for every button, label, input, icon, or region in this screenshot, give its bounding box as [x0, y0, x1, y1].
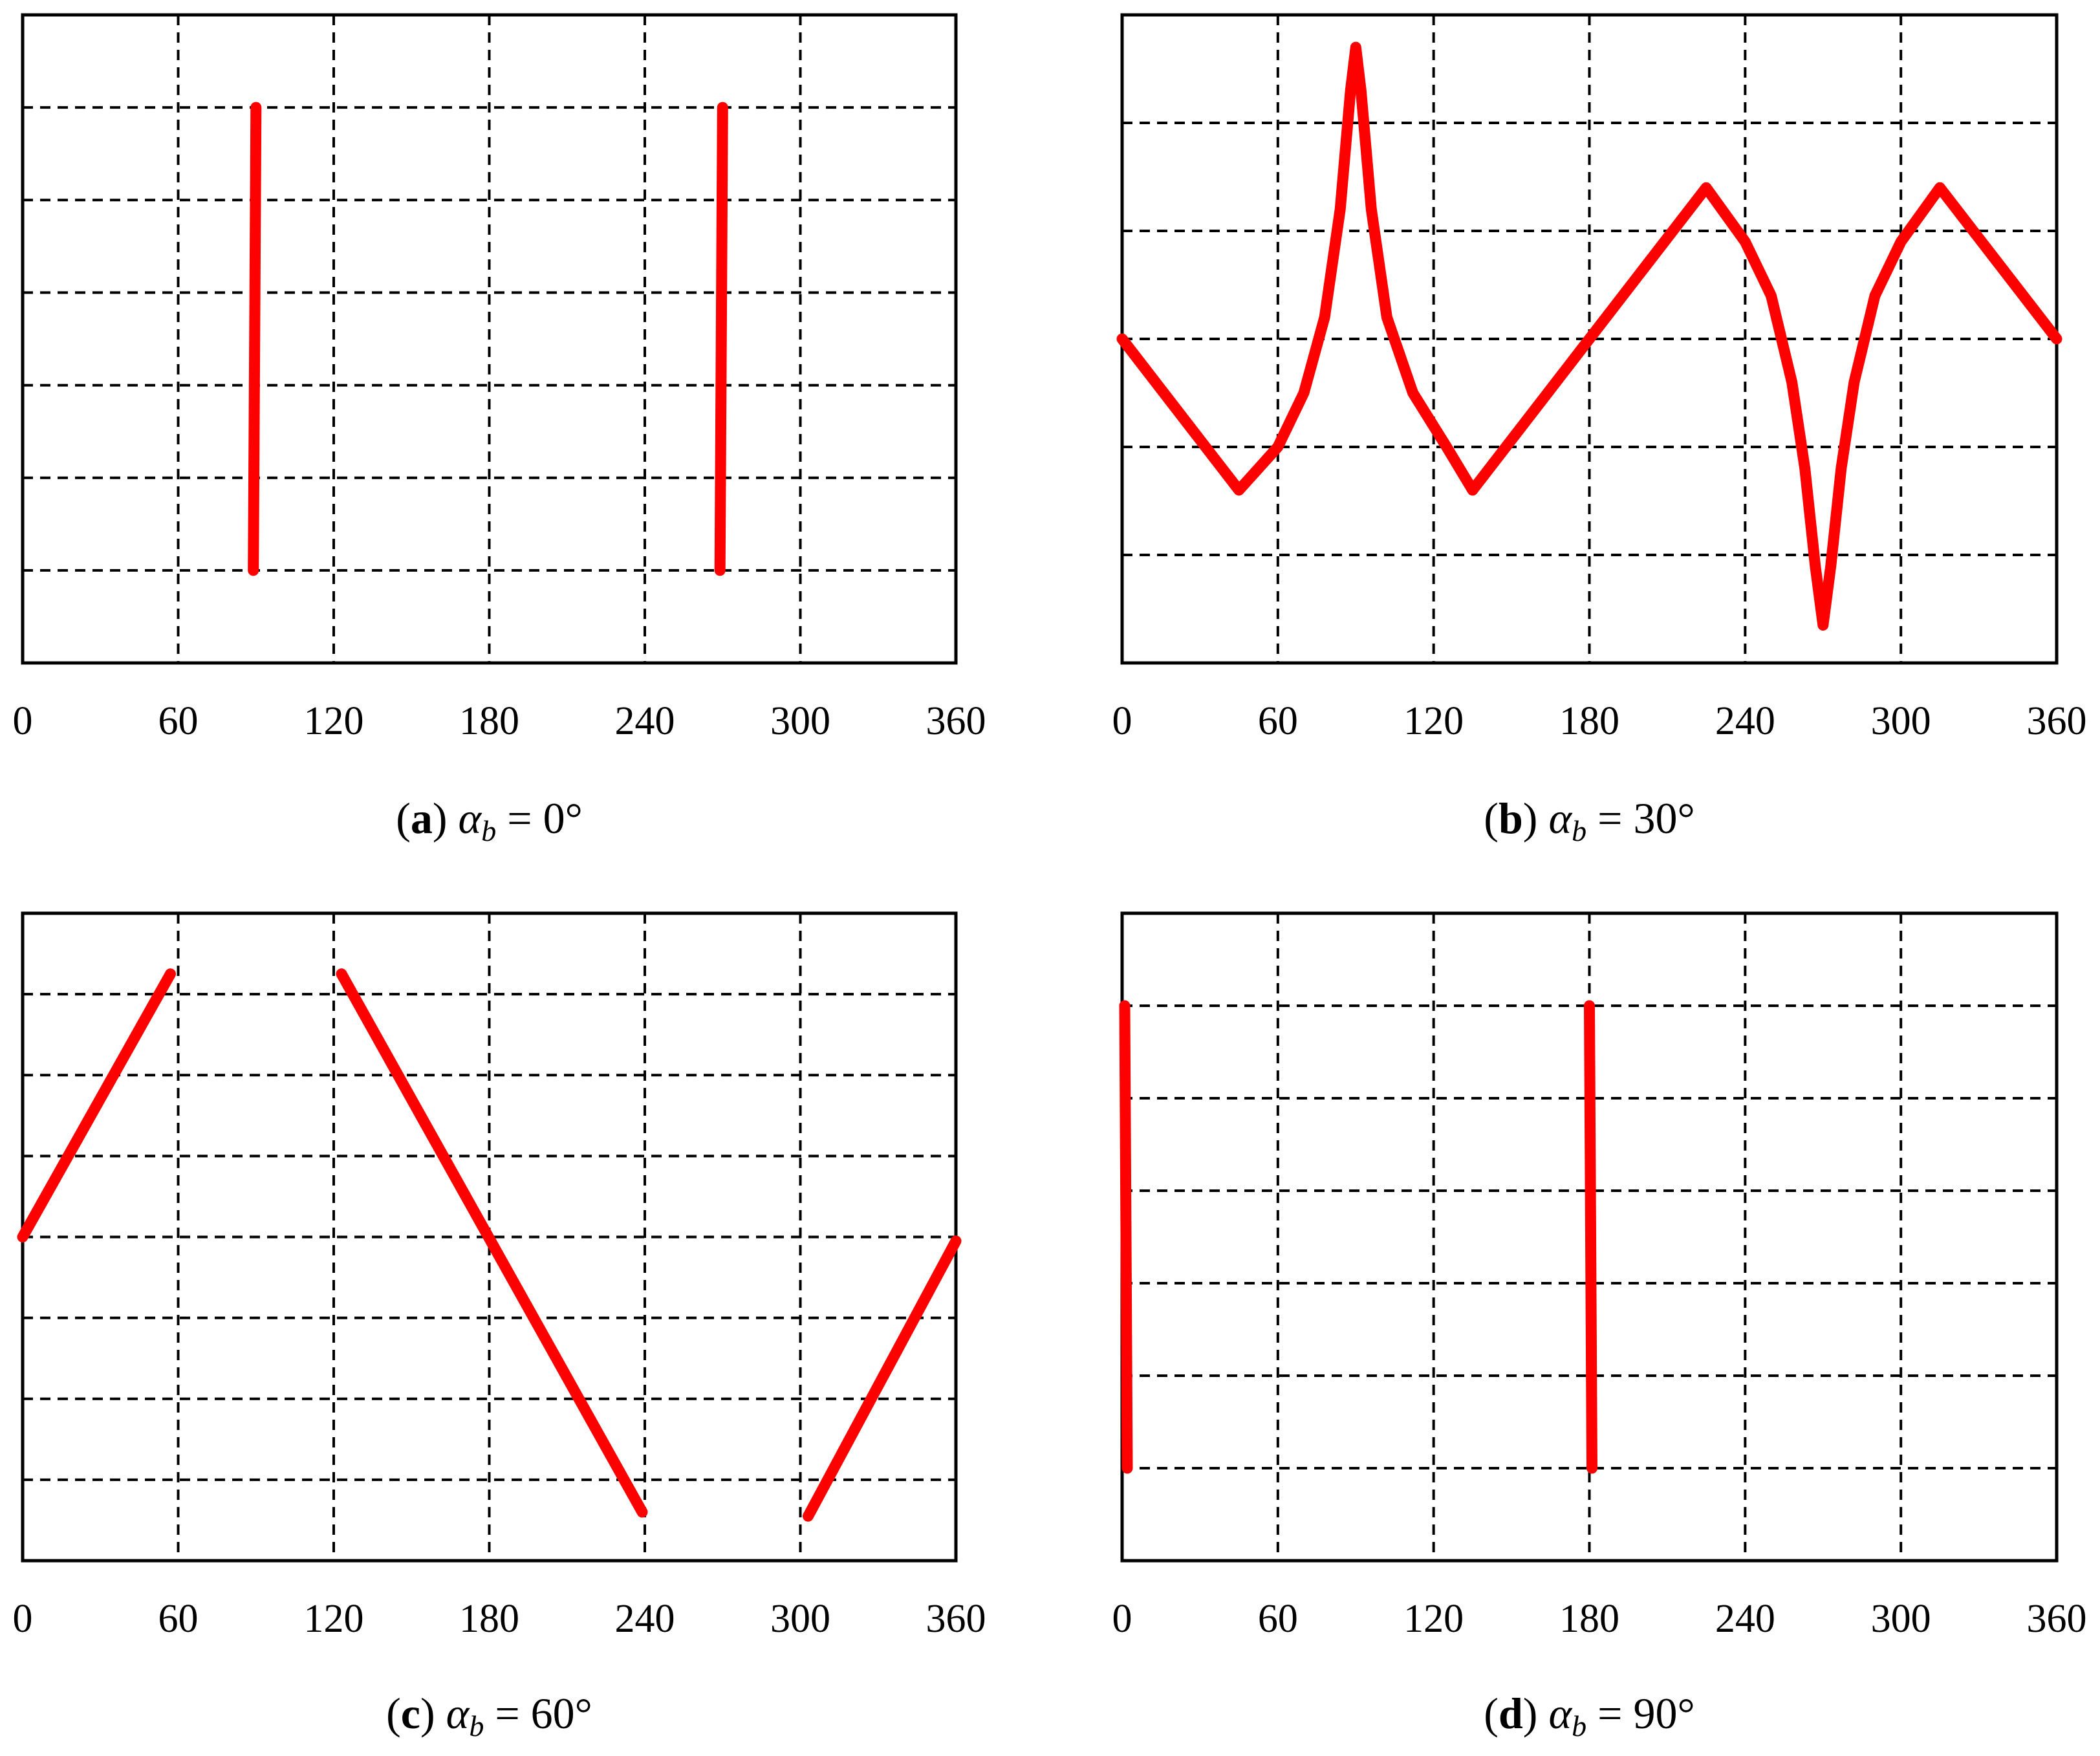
x-tick-label: 0 — [1112, 699, 1132, 743]
x-tick-label: 120 — [1403, 1597, 1464, 1641]
panel-c: 0 60 120 180 240 300 360 (c) αb = 60° — [13, 911, 986, 1742]
panel-b: 0 60 120 180 240 300 360 (b) αb = 30° — [1112, 13, 2087, 847]
x-tick-label: 360 — [2027, 1597, 2087, 1641]
x-tick-label: 120 — [304, 1597, 364, 1641]
x-tick-label: 180 — [459, 699, 519, 743]
caption-value: = 90° — [1586, 1689, 1695, 1738]
x-tick-label: 120 — [1403, 699, 1464, 743]
series-line-segment-1 — [17, 968, 176, 1242]
x-tick-label: 120 — [304, 699, 364, 743]
x-tick-label: 180 — [459, 1597, 519, 1641]
x-tick-label: 300 — [1871, 699, 1931, 743]
panel-a: 0 60 120 180 240 300 360 (a) αb = 0° — [13, 13, 986, 847]
plot-frame — [21, 13, 958, 665]
series-line-segment-2 — [1584, 1000, 1597, 1474]
caption-panel-label: b — [1499, 794, 1523, 843]
x-tick-label: 240 — [1715, 699, 1775, 743]
caption-subscript: b — [1572, 1709, 1586, 1742]
x-tick-label: 60 — [1258, 1597, 1298, 1641]
caption-value: = 0° — [496, 794, 583, 843]
panel-caption: (a) αb = 0° — [396, 794, 583, 847]
caption-panel-label: a — [411, 794, 433, 843]
caption-symbol: α — [459, 794, 482, 843]
series-line-segment-2 — [714, 102, 728, 576]
x-tick-label: 180 — [1559, 699, 1619, 743]
caption-symbol: α — [1548, 1689, 1572, 1738]
caption-subscript: b — [1572, 814, 1586, 847]
series-line-segment-1 — [1116, 41, 2062, 631]
caption-symbol: α — [446, 1689, 470, 1738]
caption-subscript: b — [481, 814, 496, 847]
caption-value: = 30° — [1586, 794, 1695, 843]
x-tick-label: 300 — [770, 699, 830, 743]
x-tick-label: 240 — [1715, 1597, 1775, 1641]
x-tick-label: 300 — [770, 1597, 830, 1641]
panel-caption: (b) αb = 30° — [1484, 794, 1694, 847]
x-tick-label: 240 — [615, 1597, 675, 1641]
series-line-segment-2 — [336, 968, 648, 1518]
x-tick-label: 0 — [13, 1597, 33, 1641]
caption-panel-label: c — [401, 1689, 420, 1738]
series-line-segment-1 — [248, 102, 262, 576]
x-tick-label: 60 — [158, 699, 199, 743]
x-tick-label: 360 — [926, 1597, 986, 1641]
x-tick-label: 0 — [1112, 1597, 1132, 1641]
x-tick-label: 60 — [158, 1597, 199, 1641]
panel-d: 0 60 120 180 240 300 360 (d) αb = 90° — [1112, 911, 2087, 1742]
x-tick-label: 240 — [615, 699, 675, 743]
series-line-segment-3 — [803, 1235, 962, 1522]
caption-symbol: α — [1548, 794, 1572, 843]
panel-caption: (c) αb = 60° — [386, 1689, 592, 1742]
caption-value: = 60° — [484, 1689, 592, 1738]
caption-panel-label: d — [1499, 1689, 1523, 1738]
x-tick-label: 0 — [13, 699, 33, 743]
x-tick-label: 360 — [926, 699, 986, 743]
x-tick-label: 360 — [2027, 699, 2087, 743]
panel-caption: (d) αb = 90° — [1484, 1689, 1694, 1742]
series-line-segment-1 — [1119, 1000, 1133, 1474]
caption-subscript: b — [469, 1709, 484, 1742]
x-tick-label: 180 — [1559, 1597, 1619, 1641]
x-tick-label: 300 — [1871, 1597, 1931, 1641]
x-tick-label: 60 — [1258, 699, 1298, 743]
